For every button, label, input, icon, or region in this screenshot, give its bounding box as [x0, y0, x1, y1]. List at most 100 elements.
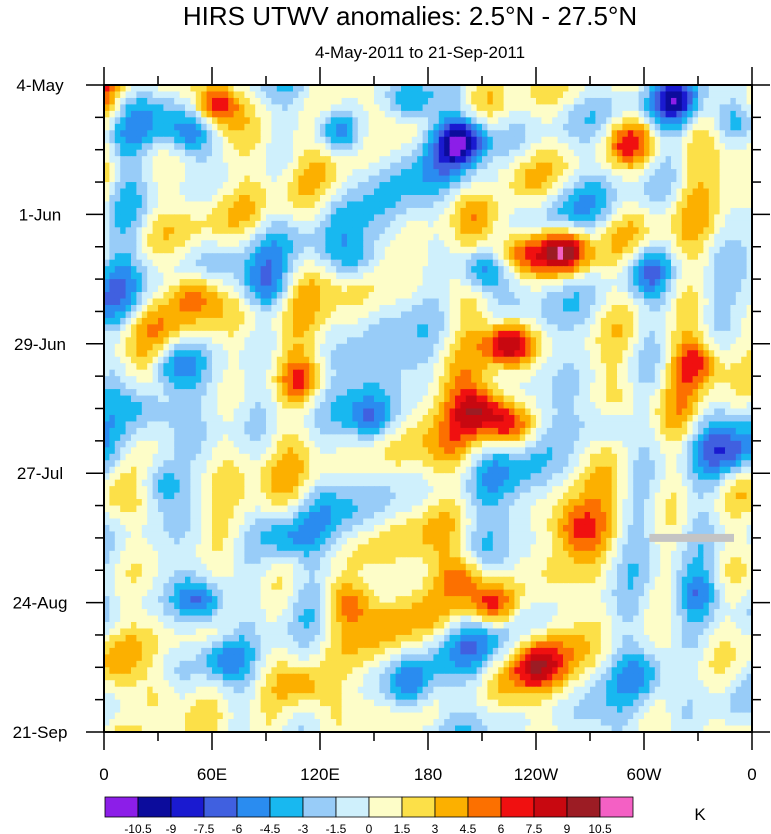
field-cell — [719, 292, 726, 300]
field-cell — [168, 143, 175, 151]
field-cell — [590, 253, 596, 261]
field-cell — [120, 91, 127, 99]
field-cell — [725, 207, 731, 215]
field-cell — [530, 104, 537, 112]
field-cell — [611, 246, 618, 254]
field-cell — [730, 169, 737, 177]
field-cell — [433, 214, 440, 222]
field-cell — [276, 240, 283, 248]
field-cell — [654, 311, 661, 319]
field-cell — [714, 149, 721, 157]
field-cell — [303, 85, 310, 93]
field-cell — [147, 156, 154, 164]
field-cell — [530, 117, 537, 125]
field-cell — [239, 207, 245, 215]
field-cell — [114, 317, 121, 325]
field-cell — [417, 85, 424, 93]
field-cell — [525, 136, 532, 144]
field-cell — [433, 149, 440, 157]
field-cell — [687, 110, 694, 118]
field-cell — [503, 97, 510, 106]
field-cell — [428, 175, 434, 183]
field-cell — [104, 279, 110, 287]
field-cell — [136, 97, 143, 106]
field-cell — [417, 214, 424, 222]
field-cell — [228, 298, 235, 306]
field-cell — [131, 149, 137, 157]
field-cell — [309, 85, 316, 93]
field-cell — [665, 304, 672, 313]
field-cell — [320, 91, 326, 99]
field-cell — [600, 85, 607, 93]
field-cell — [422, 194, 429, 203]
field-cell — [222, 182, 229, 190]
field-cell — [541, 253, 548, 261]
field-cell — [487, 117, 494, 125]
field-cell — [692, 253, 699, 261]
field-cell — [725, 285, 731, 293]
field-cell — [525, 220, 532, 228]
field-cell — [239, 317, 245, 325]
field-cell — [546, 104, 553, 112]
field-cell — [390, 292, 397, 300]
field-cell — [260, 110, 267, 118]
field-cell — [104, 350, 110, 358]
field-cell — [698, 227, 704, 235]
field-cell — [201, 214, 208, 222]
field-cell — [692, 117, 699, 125]
field-cell — [600, 201, 607, 209]
field-cell — [573, 104, 580, 112]
field-cell — [649, 182, 656, 190]
field-cell — [460, 149, 467, 157]
field-cell — [125, 201, 132, 209]
field-cell — [557, 317, 564, 325]
field-cell — [298, 143, 305, 151]
field-cell — [141, 175, 148, 183]
field-cell — [465, 350, 472, 358]
field-cell — [449, 220, 456, 228]
field-cell — [141, 227, 148, 235]
field-cell — [303, 169, 310, 177]
field-cell — [325, 253, 332, 261]
field-cell — [325, 110, 332, 118]
field-cell — [541, 188, 548, 196]
field-cell — [606, 201, 613, 209]
field-cell — [579, 285, 586, 293]
field-cell — [352, 207, 359, 215]
field-cell — [255, 324, 262, 332]
field-cell — [125, 104, 132, 112]
field-cell — [352, 330, 359, 338]
field-cell — [384, 130, 391, 138]
field-cell — [449, 104, 456, 112]
field-cell — [735, 97, 742, 106]
field-cell — [114, 182, 121, 190]
field-cell — [314, 162, 321, 170]
field-cell — [206, 285, 213, 293]
field-cell — [676, 136, 683, 144]
field-cell — [725, 169, 731, 177]
field-cell — [330, 220, 337, 228]
field-cell — [325, 343, 332, 351]
field-cell — [676, 272, 683, 280]
field-cell — [228, 227, 235, 235]
field-cell — [201, 292, 208, 300]
field-cell — [536, 227, 542, 235]
field-cell — [217, 214, 224, 222]
field-cell — [190, 246, 197, 254]
field-cell — [271, 317, 278, 325]
field-cell — [644, 272, 650, 280]
field-cell — [525, 175, 532, 183]
field-cell — [136, 279, 143, 287]
field-cell — [104, 337, 110, 345]
field-cell — [546, 156, 553, 164]
field-cell — [665, 220, 672, 228]
field-cell — [536, 220, 542, 228]
field-cell — [395, 220, 402, 228]
field-cell — [449, 240, 456, 248]
field-cell — [325, 207, 332, 215]
field-cell — [563, 343, 569, 351]
field-cell — [174, 304, 181, 313]
field-cell — [617, 292, 623, 300]
field-cell — [120, 298, 127, 306]
field-cell — [492, 227, 499, 235]
